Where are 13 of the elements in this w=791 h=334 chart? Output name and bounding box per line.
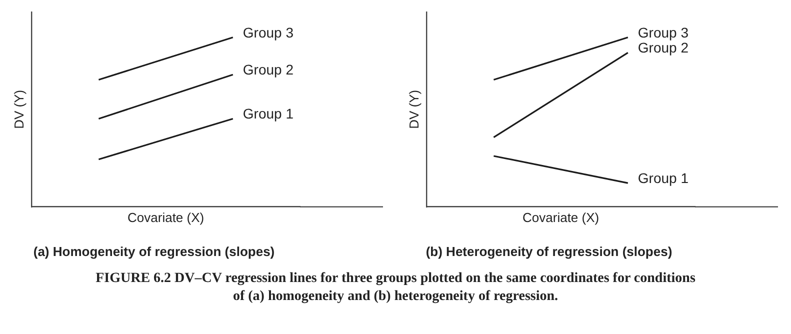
x-axis-title: Covariate (X) — [522, 210, 600, 226]
y-axis-title: DV (Y) — [406, 90, 422, 129]
series-label: Group 1 — [242, 106, 294, 122]
series-label: Group 3 — [638, 24, 689, 40]
x-axis-title: Covariate (X) — [128, 210, 204, 226]
series-label: Group 1 — [638, 170, 689, 186]
series-label: Group 3 — [242, 24, 294, 40]
y-axis-title: DV (Y) — [11, 90, 26, 129]
series-label: Group 2 — [638, 40, 689, 56]
text: (b) Heterogeneity of regression (slopes) — [426, 244, 672, 259]
text: (a) Homogeneity of regression (slopes) — [33, 244, 275, 259]
series-label: Group 2 — [242, 62, 294, 78]
caption: FIGURE 6.2 DV–CV regression lines for three groups plotted on the same coordinates for conditions of (a) homogeneity and (b) heterogeneity of regression. — [94, 270, 696, 306]
